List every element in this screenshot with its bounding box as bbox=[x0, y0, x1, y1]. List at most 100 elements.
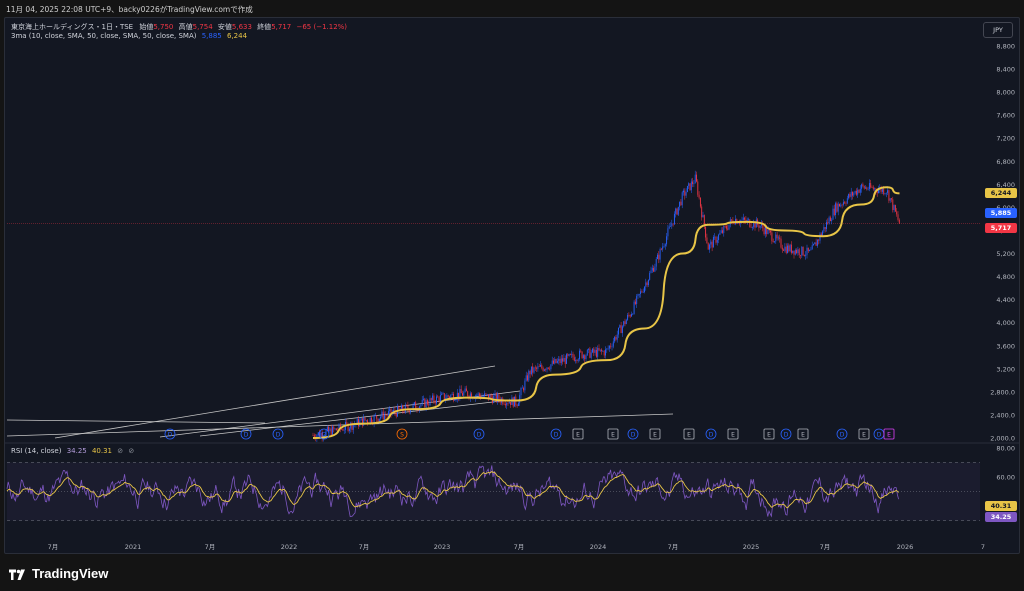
candle-body bbox=[519, 395, 521, 404]
candle-body bbox=[410, 410, 411, 413]
earnings-marker[interactable] bbox=[858, 428, 870, 440]
candle-body bbox=[571, 353, 573, 355]
candle-body bbox=[497, 394, 499, 402]
low-value: 5,633 bbox=[231, 23, 252, 31]
chart-pane[interactable]: 8,800 8,400 8,000 7,600 7,200 6,800 6,400 6,000… bbox=[4, 17, 1020, 554]
dividend-marker[interactable] bbox=[780, 428, 792, 440]
candle-body bbox=[611, 346, 613, 348]
price-axis-label: 5,200 bbox=[996, 250, 1015, 258]
trend-line[interactable] bbox=[199, 399, 511, 437]
candle-body bbox=[476, 395, 478, 397]
candle-body bbox=[724, 225, 726, 227]
candle-body bbox=[384, 415, 385, 420]
earnings-marker[interactable] bbox=[727, 428, 739, 440]
earnings-marker[interactable] bbox=[572, 428, 584, 440]
trend-line[interactable] bbox=[6, 419, 266, 424]
candle-body bbox=[334, 428, 336, 430]
candle-body bbox=[434, 401, 436, 404]
hide-icon-2[interactable]: ⊘ bbox=[128, 447, 135, 455]
candle-body bbox=[829, 217, 831, 222]
dividend-marker[interactable] bbox=[627, 428, 639, 440]
candle-body bbox=[705, 226, 707, 238]
candle-body bbox=[677, 206, 679, 215]
earnings-marker[interactable] bbox=[607, 428, 619, 440]
currency-button[interactable]: JPY bbox=[983, 22, 1013, 38]
event-marker-label: D bbox=[784, 432, 789, 439]
dividend-marker[interactable] bbox=[164, 428, 176, 440]
candle-body bbox=[441, 393, 443, 396]
candle-body bbox=[350, 422, 352, 429]
event-marker-label: S bbox=[400, 432, 404, 439]
candle-body bbox=[488, 394, 489, 400]
dividend-marker[interactable] bbox=[550, 428, 562, 440]
earnings-marker[interactable] bbox=[683, 428, 695, 440]
footer: TradingView bbox=[0, 555, 1024, 591]
candle-body bbox=[866, 187, 868, 190]
dividend-marker[interactable] bbox=[836, 428, 848, 440]
candle-body bbox=[566, 354, 567, 364]
symbol-name[interactable]: 東京海上ホールディングス・1日・TSE bbox=[11, 23, 134, 31]
dividend-marker[interactable] bbox=[473, 428, 485, 440]
candle-body bbox=[352, 424, 354, 430]
candle-body bbox=[525, 375, 527, 381]
candle-body bbox=[849, 194, 851, 197]
candle-body bbox=[421, 399, 423, 405]
tradingview-brand[interactable]: TradingView bbox=[9, 566, 108, 581]
dividend-marker[interactable] bbox=[705, 428, 717, 440]
candle-body bbox=[659, 248, 661, 260]
candle-body bbox=[887, 190, 889, 193]
candle-body bbox=[855, 190, 857, 195]
candle-body bbox=[750, 226, 752, 228]
candle-body bbox=[464, 388, 466, 393]
candle-body bbox=[858, 189, 860, 193]
candle-body bbox=[664, 244, 666, 247]
candle-body bbox=[621, 326, 623, 334]
earnings-marker[interactable] bbox=[797, 428, 809, 440]
candle-body bbox=[356, 418, 358, 424]
candle-body bbox=[335, 428, 337, 431]
candle-body bbox=[628, 314, 630, 316]
candle-body bbox=[767, 229, 769, 235]
candle-body bbox=[802, 246, 804, 256]
candle-body bbox=[594, 350, 596, 353]
rsi-axis-label: 80.00 bbox=[996, 445, 1015, 453]
candle-body bbox=[452, 393, 454, 401]
time-axis-label: 7月 bbox=[205, 543, 216, 551]
dividend-marker[interactable] bbox=[318, 428, 330, 440]
earnings-marker[interactable] bbox=[763, 428, 775, 440]
candle-body bbox=[523, 387, 525, 391]
rsi-label[interactable]: RSI (14, close) bbox=[11, 447, 62, 455]
price-chart-svg[interactable]: 8,800 8,400 8,000 7,600 7,200 6,800 6,400 6,000… bbox=[5, 18, 1020, 554]
ma-label[interactable]: 3ma (10, close, SMA, 50, close, SMA, 50,… bbox=[11, 32, 197, 40]
dividend-marker[interactable] bbox=[272, 428, 284, 440]
candle-body bbox=[619, 325, 621, 328]
candle-body bbox=[684, 190, 686, 196]
trend-line[interactable] bbox=[54, 365, 496, 439]
candle-body bbox=[844, 202, 846, 204]
candle-body bbox=[667, 228, 669, 237]
split-marker[interactable] bbox=[396, 428, 408, 440]
candle-body bbox=[634, 301, 636, 305]
earnings-marker[interactable] bbox=[883, 428, 895, 440]
candle-body bbox=[469, 393, 471, 399]
candle-body bbox=[450, 395, 452, 399]
hide-icon[interactable]: ⊘ bbox=[117, 447, 124, 455]
candle-body bbox=[832, 208, 834, 220]
candle-body bbox=[702, 215, 704, 218]
ma-legend: 3ma (10, close, SMA, 50, close, SMA, 50,… bbox=[11, 32, 247, 40]
earnings-marker[interactable] bbox=[649, 428, 661, 440]
candle-body bbox=[627, 314, 629, 320]
candle-body bbox=[891, 198, 892, 200]
candle-body bbox=[794, 249, 796, 255]
candle-body bbox=[720, 230, 722, 233]
rsi-value-1: 34.25 bbox=[66, 447, 87, 455]
candle-body bbox=[884, 193, 886, 195]
dividend-marker[interactable] bbox=[240, 428, 252, 440]
time-axis-label: 2026 bbox=[897, 543, 914, 551]
price-axis-label: 2,000.0 bbox=[990, 435, 1015, 443]
candle-body bbox=[787, 245, 788, 254]
candle-body bbox=[616, 334, 618, 340]
candle-body bbox=[625, 319, 627, 325]
candle-body bbox=[689, 183, 691, 191]
candle-body bbox=[428, 404, 430, 406]
